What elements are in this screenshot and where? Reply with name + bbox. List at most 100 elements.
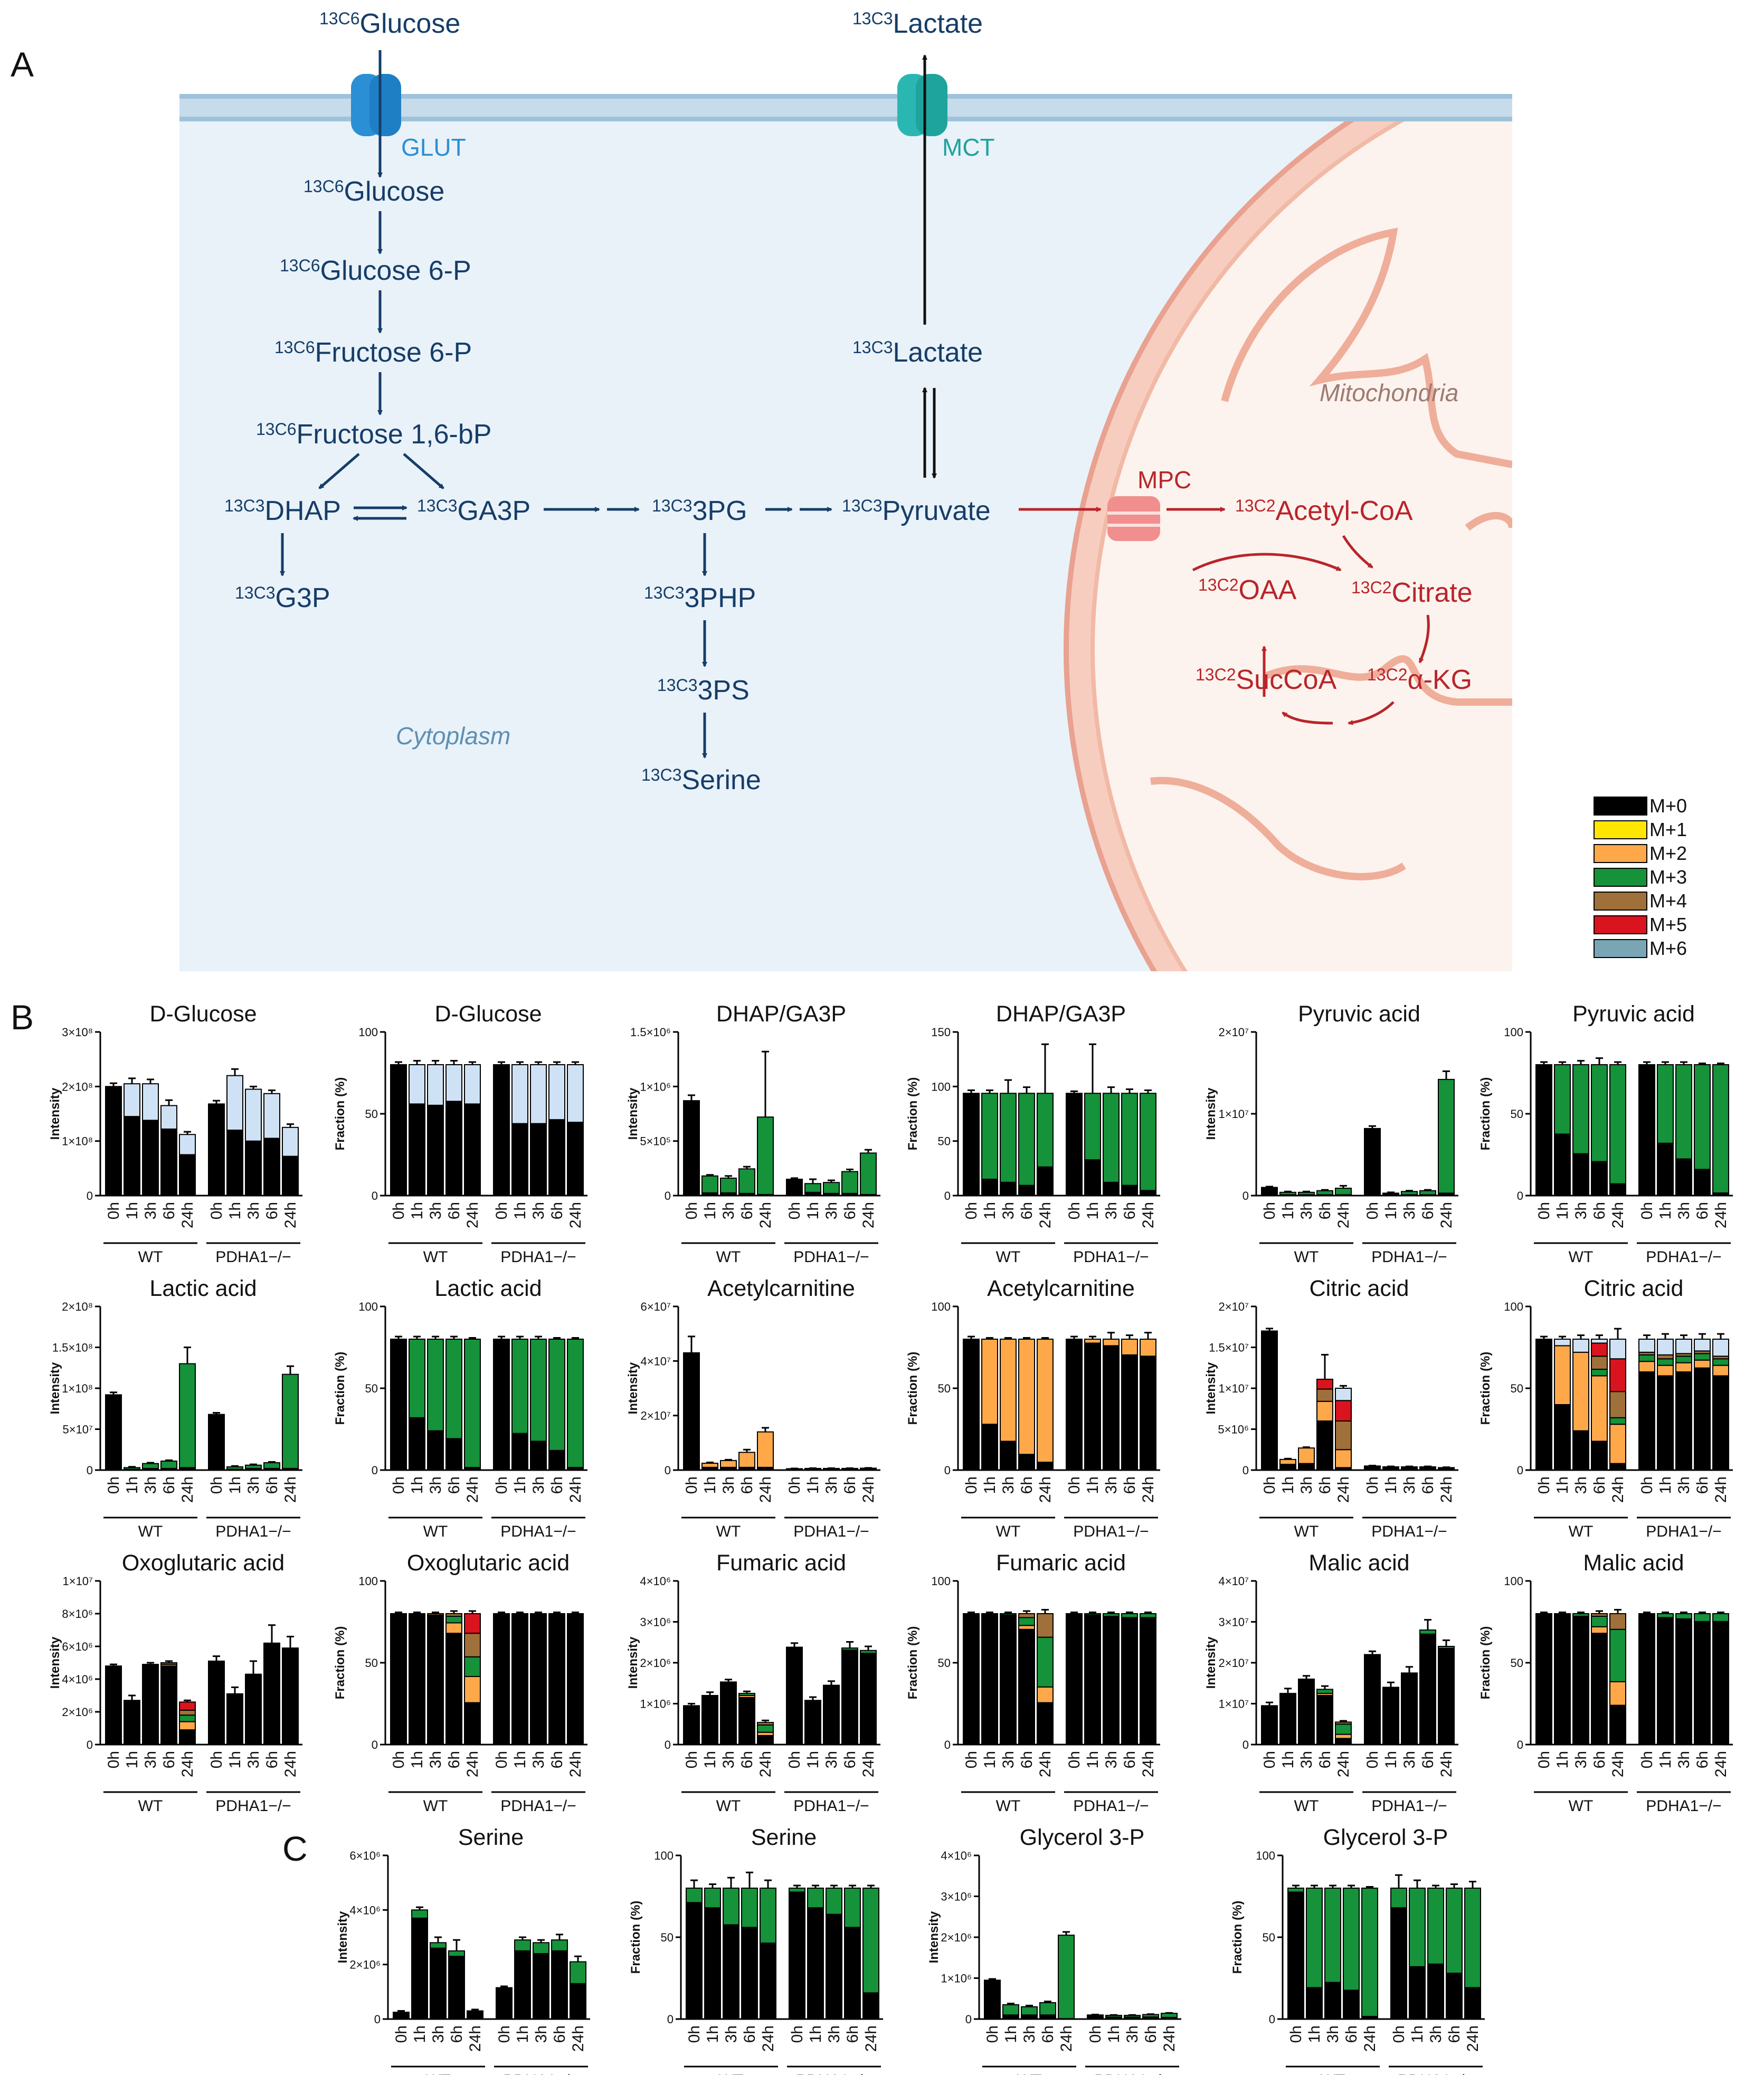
bar-Mplus0 bbox=[1591, 1161, 1608, 1196]
bar-Mplus3 bbox=[1018, 1617, 1035, 1626]
panel-letter-c: C bbox=[282, 1829, 308, 1868]
y-tick-label: 2×10⁶ bbox=[62, 1706, 93, 1719]
x-tick-label: 0h bbox=[208, 1476, 225, 1494]
bar-Mplus0 bbox=[514, 1950, 531, 2020]
y-tick-label: 0 bbox=[374, 2013, 381, 2026]
bar-Mplus6 bbox=[1712, 1339, 1729, 1357]
bar-Mplus3 bbox=[160, 1662, 177, 1665]
x-tick-label: 1h bbox=[1657, 1202, 1674, 1219]
bar-Mplus0 bbox=[1382, 1686, 1399, 1745]
bar-Mplus0 bbox=[823, 1684, 840, 1745]
bar-Mplus2 bbox=[1712, 1365, 1729, 1377]
bar-Mplus0 bbox=[1657, 1375, 1674, 1471]
bar-Mplus2 bbox=[427, 1613, 444, 1616]
bar-Mplus0 bbox=[1298, 1679, 1315, 1745]
x-tick-label: 3h bbox=[533, 2025, 550, 2043]
bar-Mplus0 bbox=[530, 1123, 547, 1196]
bar-Mplus2 bbox=[1316, 1400, 1333, 1422]
x-tick-label: 0h bbox=[390, 1751, 407, 1768]
y-tick-label: 0 bbox=[965, 2013, 972, 2026]
bar-Mplus6 bbox=[1638, 1339, 1655, 1353]
bar-Mplus0 bbox=[1084, 1159, 1101, 1196]
x-tick-label: 0h bbox=[683, 1751, 700, 1768]
x-tick-label: 0h bbox=[963, 1751, 980, 1768]
x-tick-label: 6h bbox=[160, 1202, 178, 1219]
label-glucose-out: 13C6Glucose bbox=[319, 8, 460, 39]
x-tick-label: 24h bbox=[467, 2025, 484, 2052]
group-label-pdha1: PDHA1−/− bbox=[503, 2072, 578, 2075]
x-tick-label: 3h bbox=[1000, 1202, 1017, 1219]
x-tick-label: 6h bbox=[738, 1202, 756, 1219]
bar-Mplus0 bbox=[963, 1339, 980, 1471]
y-tick-label: 100 bbox=[931, 1300, 951, 1313]
bar-Mplus0 bbox=[464, 1702, 481, 1745]
y-axis-label: Intensity bbox=[626, 1087, 640, 1140]
bar-Mplus3 bbox=[760, 1888, 776, 1944]
bar-Mplus4 bbox=[179, 1709, 196, 1716]
bar-Mplus2 bbox=[1018, 1625, 1035, 1630]
x-tick-label: 1h bbox=[804, 1751, 822, 1768]
bar-Mplus3 bbox=[124, 1467, 140, 1470]
x-tick-label: 24h bbox=[1438, 1751, 1455, 1777]
x-tick-label: 24h bbox=[570, 2025, 587, 2052]
bar-Mplus3 bbox=[1675, 1064, 1692, 1160]
y-tick-label: 0 bbox=[1243, 1189, 1249, 1202]
group-label-wt: WT bbox=[1294, 1523, 1319, 1540]
bar-Mplus4 bbox=[464, 1633, 481, 1657]
chart-title: Malic acid bbox=[1308, 1550, 1409, 1576]
bar-Mplus3 bbox=[1335, 1188, 1352, 1196]
y-tick-label: 0 bbox=[665, 1189, 671, 1202]
x-tick-label: 6h bbox=[1121, 1476, 1139, 1494]
group-label-wt: WT bbox=[1321, 2072, 1345, 2075]
x-tick-label: 6h bbox=[548, 1476, 566, 1494]
x-tick-label: 24h bbox=[282, 1476, 299, 1503]
x-tick-label: 6h bbox=[738, 1751, 756, 1768]
bar-Mplus0 bbox=[445, 1438, 462, 1471]
bar-Mplus0 bbox=[1037, 1702, 1054, 1745]
bar-Mplus6 bbox=[245, 1088, 262, 1142]
x-tick-label: 0h bbox=[1638, 1751, 1656, 1768]
bar-Mplus2 bbox=[701, 1463, 718, 1468]
y-tick-label: 5×10⁵ bbox=[640, 1135, 671, 1148]
y-tick-label: 4×10⁷ bbox=[1218, 1575, 1249, 1588]
x-tick-label: 1h bbox=[1084, 1476, 1102, 1494]
x-tick-label: 3h bbox=[1572, 1476, 1590, 1494]
y-tick-label: 50 bbox=[365, 1107, 378, 1121]
bar-Mplus0 bbox=[1675, 1371, 1692, 1471]
label-succoa: 13C2SucCoA bbox=[1196, 665, 1337, 695]
bar-Mplus3 bbox=[282, 1373, 299, 1469]
bar-Mplus3 bbox=[1316, 1190, 1333, 1196]
x-tick-label: 6h bbox=[445, 1751, 463, 1768]
bar-Mplus6 bbox=[1657, 1339, 1674, 1356]
bar-Mplus0 bbox=[427, 1614, 444, 1746]
x-tick-label: 3h bbox=[1298, 1751, 1315, 1768]
bar-Mplus2 bbox=[1279, 1458, 1296, 1465]
x-tick-label: 1h bbox=[981, 1751, 999, 1768]
bar-Mplus3 bbox=[701, 1175, 718, 1193]
x-tick-label: 6h bbox=[1419, 1751, 1437, 1768]
bar-Mplus0 bbox=[493, 1064, 510, 1196]
group-label-wt: WT bbox=[1569, 1797, 1594, 1815]
x-tick-label: 6h bbox=[841, 1476, 859, 1494]
x-tick-label: 0h bbox=[1364, 1202, 1381, 1219]
bar-Mplus3 bbox=[1324, 1888, 1341, 1983]
legend-label-Mplus3: M+3 bbox=[1649, 866, 1687, 888]
bar-Mplus0 bbox=[1140, 1617, 1156, 1745]
bar-Mplus3 bbox=[723, 1888, 739, 1926]
y-tick-label: 1×10⁸ bbox=[62, 1382, 93, 1395]
x-tick-label: 3h bbox=[1401, 1751, 1418, 1768]
bar-Mplus0 bbox=[683, 1100, 700, 1196]
bar-Mplus0 bbox=[1298, 1463, 1315, 1471]
legend-label-Mplus4: M+4 bbox=[1649, 890, 1687, 912]
x-tick-label: 0h bbox=[208, 1202, 225, 1219]
bar-Mplus2 bbox=[1572, 1351, 1589, 1432]
bar-Mplus2 bbox=[179, 1721, 196, 1731]
glut-transporter bbox=[351, 74, 401, 136]
bar-Mplus2 bbox=[1591, 1626, 1608, 1634]
y-tick-label: 0 bbox=[1243, 1464, 1249, 1477]
bar-Mplus3 bbox=[1287, 1888, 1304, 1893]
bar-Mplus0 bbox=[551, 1950, 568, 2020]
y-tick-label: 6×10⁷ bbox=[640, 1300, 671, 1313]
bar-Mplus0 bbox=[1140, 1356, 1156, 1471]
bar-Mplus0 bbox=[1343, 1989, 1360, 2020]
